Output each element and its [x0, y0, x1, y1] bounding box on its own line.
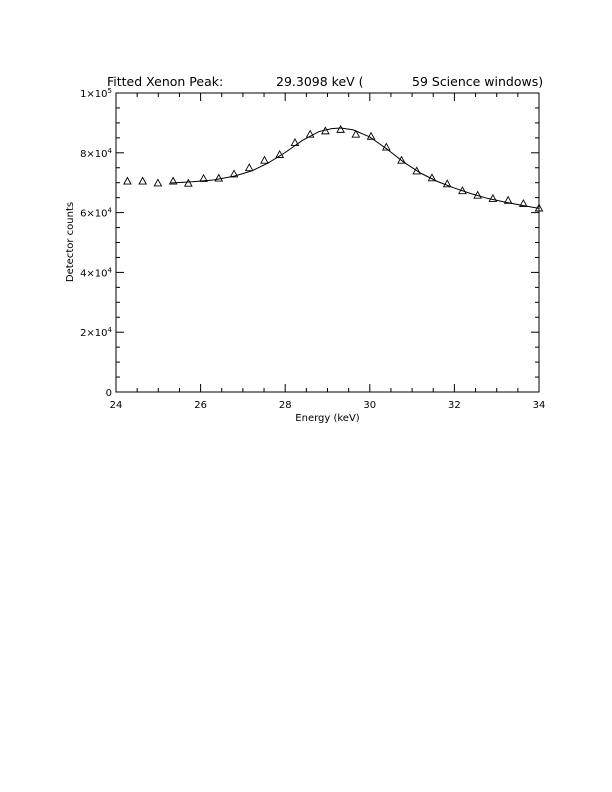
- data-point-triangle: [518, 198, 528, 207]
- x-tick-label: 26: [194, 400, 207, 411]
- y-tick-exponent: 4: [108, 207, 113, 215]
- x-tick-label: 28: [279, 400, 292, 411]
- y-tick-exponent: 4: [108, 147, 113, 155]
- data-point-triangle: [381, 142, 391, 151]
- data-point-triangle: [199, 173, 208, 182]
- data-point-triangle: [488, 193, 498, 202]
- y-tick-mantissa: 0: [106, 388, 112, 399]
- data-point-triangle: [397, 155, 406, 164]
- x-tick-label: 34: [533, 400, 546, 411]
- data-point-triangle: [123, 176, 132, 185]
- axis-ticks: [115, 92, 540, 393]
- x-axis-label: Energy (keV): [295, 413, 360, 424]
- y-tick-label: 4×104: [80, 266, 112, 279]
- data-point-triangle: [214, 173, 224, 182]
- x-tick-label: 24: [110, 400, 123, 411]
- data-point-triangle: [183, 178, 193, 187]
- data-point-triangle: [290, 137, 300, 146]
- y-tick-mantissa: 8×10: [80, 149, 107, 160]
- data-point-triangle: [229, 169, 239, 178]
- data-point-triangle: [138, 176, 148, 185]
- x-tick-label: 32: [448, 400, 461, 411]
- data-point-triangle: [473, 190, 483, 199]
- data-point-triangle: [412, 166, 422, 175]
- data-point-triangle: [244, 163, 254, 172]
- data-point-triangle: [442, 179, 452, 188]
- data-point-triangle: [427, 173, 437, 182]
- y-tick-label: 6×104: [80, 207, 112, 220]
- y-tick-mantissa: 1×10: [80, 89, 107, 100]
- y-tick-label: 0: [106, 388, 112, 399]
- y-tick-mantissa: 6×10: [80, 209, 107, 220]
- data-point-triangle: [275, 149, 285, 158]
- data-point-triangle: [503, 195, 513, 204]
- data-point-triangle: [351, 129, 361, 138]
- title-windows: 59 Science windows): [412, 74, 543, 89]
- data-point-triangle: [321, 126, 330, 135]
- x-tick-label: 30: [363, 400, 376, 411]
- data-markers: [123, 124, 544, 212]
- data-point-triangle: [336, 124, 345, 133]
- y-tick-label: 2×104: [80, 326, 112, 339]
- title-energy: 29.3098 keV (: [276, 74, 364, 89]
- y-tick-label: 1×105: [80, 87, 112, 100]
- data-point-triangle: [168, 176, 178, 185]
- data-point-triangle: [153, 178, 163, 187]
- chart-title: Fitted Xenon Peak: 29.3098 keV ( 59 Scie…: [107, 74, 543, 89]
- y-axis-label: Detector counts: [65, 202, 76, 282]
- plot-frame: [115, 92, 540, 393]
- data-point-triangle: [458, 186, 467, 195]
- x-tick-labels: 24 26 28 30 32 34: [110, 400, 546, 411]
- data-point-triangle: [534, 203, 544, 212]
- data-point-triangle: [366, 131, 376, 140]
- y-tick-mantissa: 4×10: [80, 268, 107, 279]
- data-point-triangle: [305, 129, 315, 138]
- y-tick-mantissa: 2×10: [80, 328, 107, 339]
- y-tick-label: 8×104: [80, 147, 112, 160]
- fit-curve: [170, 127, 540, 209]
- data-point-triangle: [260, 155, 269, 164]
- title-prefix: Fitted Xenon Peak:: [107, 74, 223, 89]
- y-tick-exponent: 4: [108, 326, 113, 334]
- y-tick-exponent: 5: [108, 87, 112, 95]
- y-tick-exponent: 4: [108, 266, 113, 274]
